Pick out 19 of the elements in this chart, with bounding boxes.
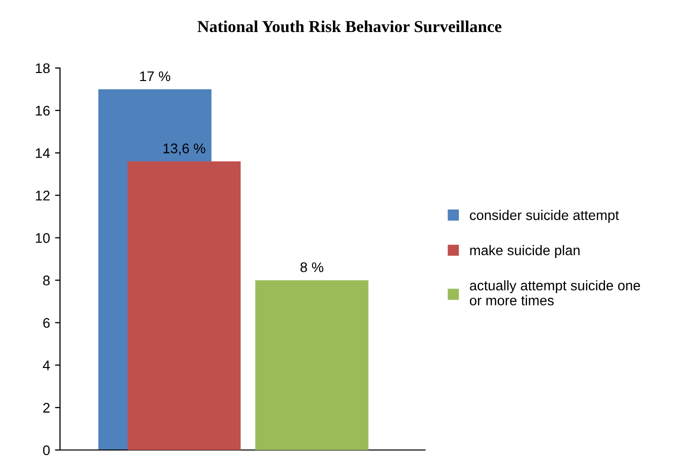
data-label: 13,6 % <box>164 143 206 155</box>
y-tick-label: 0 <box>43 445 50 456</box>
bar <box>255 280 368 450</box>
y-tick-label: 6 <box>43 318 50 328</box>
y-tick-label: 10 <box>36 233 50 243</box>
legend-label: actually attempt suicide one or more times <box>470 280 640 306</box>
y-tick-label: 18 <box>36 63 50 74</box>
bar <box>128 161 241 450</box>
y-tick-label: 4 <box>42 360 50 370</box>
y-tick-label: 12 <box>36 190 50 200</box>
y-tick-label: 14 <box>36 148 50 158</box>
data-label: 8 % <box>300 262 324 272</box>
y-tick-label: 8 <box>43 276 50 286</box>
legend-label: consider suicide attempt <box>470 210 619 223</box>
chart-title: National Youth Risk Behavior Surveillance <box>197 20 502 32</box>
y-tick-label: 2 <box>43 402 50 413</box>
y-tick-label: 16 <box>36 106 50 116</box>
data-label: 17 % <box>140 71 170 82</box>
legend-label: make suicide plan <box>470 245 580 258</box>
